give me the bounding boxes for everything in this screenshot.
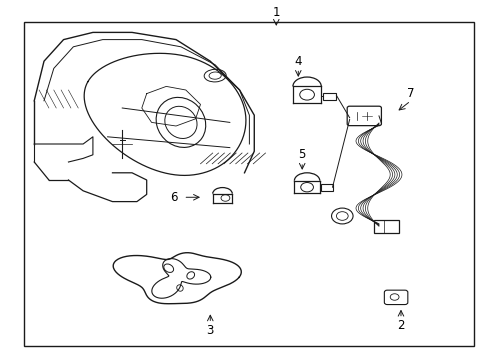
Text: 5: 5 [298,148,305,161]
Text: 2: 2 [396,319,404,332]
Bar [373,220,398,233]
Text: 6: 6 [169,191,177,204]
Text: 1: 1 [272,6,280,19]
Text: 7: 7 [406,87,414,100]
Text: 3: 3 [206,324,214,337]
Bar [322,93,336,100]
Text: 4: 4 [294,55,302,68]
Bar [320,184,332,191]
